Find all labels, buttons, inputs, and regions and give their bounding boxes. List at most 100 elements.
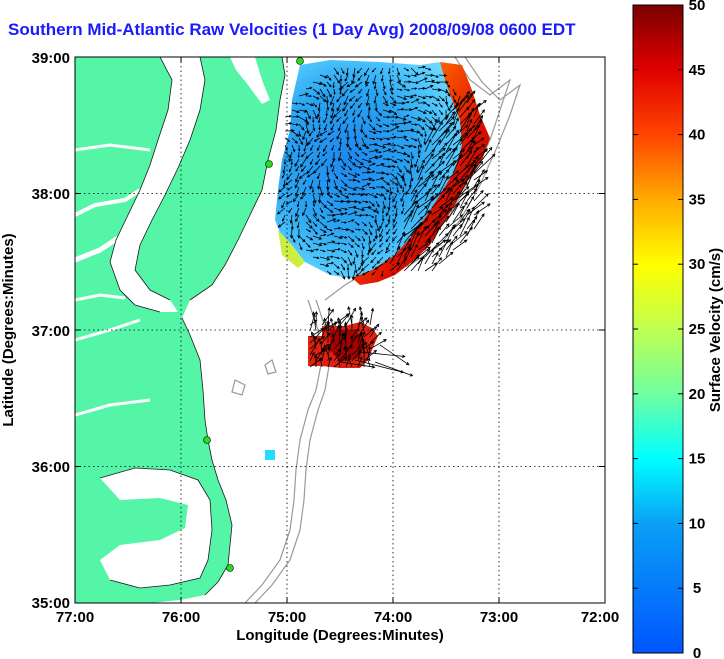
velocity-arrow xyxy=(438,232,449,244)
velocity-arrow xyxy=(459,111,472,132)
velocity-arrow xyxy=(417,255,425,272)
map-area xyxy=(75,57,605,603)
velocity-arrow xyxy=(347,249,353,256)
velocity-arrow xyxy=(340,212,348,216)
velocity-arrow xyxy=(284,122,293,125)
velocity-arrow xyxy=(354,186,366,191)
velocity-arrow xyxy=(371,249,377,256)
velocity-arrow xyxy=(431,247,443,258)
velocity-arrow xyxy=(382,179,391,186)
velocity-arrow xyxy=(396,247,406,265)
velocity-arrow xyxy=(329,317,335,332)
velocity-arrow xyxy=(312,95,320,100)
velocity-arrow xyxy=(340,193,350,199)
velocity-arrow xyxy=(403,88,411,92)
velocity-arrow xyxy=(340,249,347,253)
velocity-arrow xyxy=(369,339,387,350)
velocity-arrow xyxy=(290,221,294,231)
velocity-arrow xyxy=(340,207,348,211)
velocity-arrow xyxy=(350,335,354,350)
velocity-arrow xyxy=(326,172,331,183)
velocity-arrow xyxy=(351,270,356,281)
velocity-arrow xyxy=(358,306,365,326)
velocity-arrow xyxy=(333,242,341,245)
velocity-arrow xyxy=(361,182,371,188)
velocity-arrow xyxy=(389,126,400,132)
velocity-arrow xyxy=(367,249,370,256)
velocity-arrow xyxy=(347,242,354,248)
velocity-arrow xyxy=(358,263,363,271)
velocity-arrow xyxy=(380,67,384,75)
velocity-arrow xyxy=(452,205,465,223)
velocity-arrow xyxy=(336,95,342,103)
velocity-arrow xyxy=(438,175,449,195)
velocity-arrow xyxy=(297,151,300,159)
velocity-arrow xyxy=(325,109,329,117)
velocity-arrow xyxy=(450,102,454,109)
velocity-arrow xyxy=(354,144,363,151)
velocity-arrow xyxy=(403,120,412,125)
colorbar-tick-label: 25 xyxy=(689,321,706,338)
colorbar-tick-label: 45 xyxy=(689,62,706,79)
velocity-arrow xyxy=(312,193,317,204)
velocity-arrow xyxy=(379,344,410,366)
velocity-arrow xyxy=(314,354,318,368)
velocity-arrow xyxy=(417,144,421,154)
velocity-arrow xyxy=(361,144,370,149)
velocity-arrow xyxy=(438,169,450,181)
velocity-arrow xyxy=(298,92,309,97)
velocity-arrow xyxy=(445,179,460,195)
velocity-arrow xyxy=(339,314,350,326)
velocity-arrow xyxy=(347,228,355,233)
velocity-arrow xyxy=(309,158,314,166)
velocity-arrow xyxy=(461,153,496,186)
velocity-arrow xyxy=(355,270,363,277)
velocity-arrow xyxy=(339,344,353,362)
velocity-arrow xyxy=(466,187,478,202)
velocity-arrow xyxy=(386,228,391,235)
velocity-arrow xyxy=(452,107,460,125)
velocity-arrow xyxy=(368,179,376,182)
velocity-arrow xyxy=(431,170,441,188)
velocity-arrow xyxy=(347,144,352,151)
velocity-arrow xyxy=(352,109,356,117)
velocity-arrow xyxy=(333,270,340,276)
velocity-arrow xyxy=(339,75,343,83)
velocity-arrow xyxy=(298,123,305,131)
velocity-arrow xyxy=(452,230,468,244)
velocity-arrow xyxy=(282,214,286,222)
velocity-arrow xyxy=(424,219,436,230)
velocity-arrow xyxy=(326,249,336,253)
velocity-arrow xyxy=(326,232,335,237)
velocity-arrow xyxy=(417,151,421,159)
velocity-arrow xyxy=(326,228,333,232)
velocity-arrow xyxy=(391,235,398,242)
velocity-arrow xyxy=(330,158,335,168)
velocity-arrow xyxy=(282,179,286,188)
velocity-arrow xyxy=(342,102,349,112)
velocity-arrow xyxy=(354,213,363,217)
velocity-arrow xyxy=(389,143,397,147)
velocity-arrow xyxy=(375,193,384,197)
velocity-arrow xyxy=(358,88,363,94)
velocity-arrow xyxy=(366,88,370,98)
velocity-arrow xyxy=(347,235,355,243)
velocity-arrow xyxy=(340,256,348,264)
velocity-arrow xyxy=(368,235,372,245)
velocity-arrow xyxy=(330,102,335,112)
velocity-arrow xyxy=(424,237,431,251)
velocity-arrow xyxy=(394,207,398,217)
velocity-arrow xyxy=(424,153,434,167)
velocity-arrow xyxy=(317,179,321,190)
coastline xyxy=(99,57,286,596)
velocity-arrow xyxy=(385,207,391,217)
velocity-arrow xyxy=(322,151,328,157)
velocity-arrow xyxy=(375,116,381,122)
velocity-arrow xyxy=(298,137,304,146)
velocity-arrow xyxy=(340,172,348,177)
grid-lines xyxy=(75,57,605,603)
velocity-arrow xyxy=(417,205,428,216)
velocity-arrow xyxy=(326,193,333,199)
velocity-arrow xyxy=(368,137,376,141)
velocity-arrow xyxy=(410,189,418,202)
